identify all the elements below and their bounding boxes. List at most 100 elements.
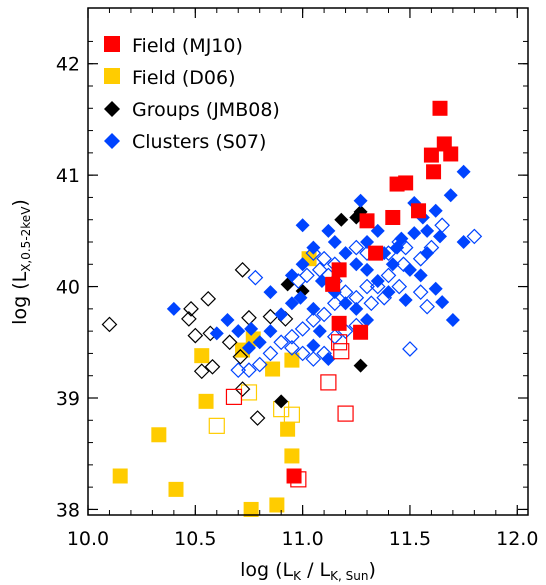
point-clusters-s07-filled [456,235,471,249]
point-clusters-s07-open [294,345,311,362]
point-clusters-s07-filled [402,262,417,277]
point-clusters-s07-open [284,328,300,345]
point-clusters-s07-filled [284,268,299,283]
point-field-d06-open [283,406,301,423]
point-clusters-s07-filled [381,285,396,300]
point-clusters-s07-filled [353,193,368,208]
point-field-mj10-filled [331,262,347,278]
point-clusters-s07-filled [209,326,224,341]
point-clusters-s07-filled [306,338,321,353]
point-clusters-s07-filled [360,262,375,277]
x-axis-title-mid: / L [301,559,330,581]
point-field-mj10-open [225,388,243,405]
legend-label-field-mj10: Field (MJ10) [132,35,243,57]
y-tick-label: 38 [56,499,80,521]
point-field-d06-filled [168,481,184,497]
point-clusters-s07-filled [428,203,443,218]
point-clusters-s07-filled [295,257,310,272]
point-clusters-s07-filled [390,240,405,255]
point-clusters-s07-filled [420,223,435,238]
point-clusters-s07-filled [370,274,385,288]
point-groups-jmb08-open [262,308,279,325]
point-clusters-s07-filled [443,188,458,203]
point-clusters-s07-filled [241,340,256,355]
point-clusters-s07-filled [338,246,353,261]
point-clusters-s07-open [466,228,483,245]
point-clusters-s07-filled [407,226,422,241]
point-clusters-s07-filled [433,229,447,244]
point-clusters-s07-open [326,295,343,312]
point-clusters-s07-open [380,267,397,284]
point-clusters-s07-open [316,250,332,267]
point-field-d06-filled [194,348,210,364]
legend-label-field-d06: Field (D06) [132,67,236,89]
point-clusters-s07-open [247,269,264,286]
point-field-mj10-open [331,334,348,351]
point-clusters-s07-filled [338,296,353,311]
point-clusters-s07-open [419,298,435,315]
legend-label-clusters-s07: Clusters (S07) [132,131,266,153]
x-tick-label: 11.5 [389,528,431,550]
point-field-mj10-filled [432,100,448,116]
point-groups-jmb08-open [183,301,199,317]
legend-marker-field-mj10 [104,36,120,52]
y-tick-label: 39 [56,388,80,410]
point-field-mj10-filled [325,276,341,292]
point-field-d06-filled [243,501,259,517]
point-clusters-s07-open [434,217,450,234]
point-field-d06-open [208,417,225,434]
point-field-mj10-open [333,343,350,360]
point-clusters-s07-filled [263,285,278,300]
x-tick-label: 11.0 [281,528,323,550]
point-clusters-s07-filled [349,257,364,272]
point-field-mj10-filled [368,245,384,261]
point-field-mj10-filled [331,315,347,331]
legend-entry-field-d06: Field (D06) [104,67,236,89]
point-clusters-s07-open [251,356,268,373]
x-axis-title-main: log (L [240,559,293,581]
point-groups-jmb08-filled [353,358,368,373]
point-field-d06-filled [198,393,214,409]
point-clusters-s07-open [395,256,412,273]
axis-ticks: 10.0 10.5 11.0 11.5 12.0 38 39 40 41 42 [56,8,538,550]
point-clusters-s07-open [299,267,315,284]
x-tick-label: 12.0 [496,528,538,550]
point-clusters-s07-open [241,362,257,378]
point-clusters-s07-filled [306,240,321,255]
point-field-d06-filled [284,352,300,368]
point-field-mj10-filled [426,164,442,180]
point-groups-jmb08-open [101,316,118,333]
point-clusters-s07-filled [360,313,375,327]
data-points [101,100,483,517]
point-clusters-s07-filled [398,292,413,307]
point-groups-jmb08-open [181,311,197,327]
point-groups-jmb08-filled [334,212,349,227]
point-clusters-s07-filled [349,301,364,316]
x-axis-title-sub2: K, Sun [330,569,368,583]
legend-marker-groups-jmb08 [104,101,120,117]
y-tick-label: 42 [56,54,80,76]
point-field-mj10-filled [353,324,369,340]
point-groups-jmb08-open [187,327,204,344]
point-clusters-s07-filled [360,235,375,249]
legend-marker-clusters-s07 [104,133,120,149]
point-clusters-s07-open [294,321,311,337]
legend: Field (MJ10) Field (D06) Groups (JMB08) … [104,35,280,153]
y-axis-title: log (LX,0.5-2keV) [9,199,33,325]
point-field-mj10-filled [359,213,375,229]
point-clusters-s07-filled [413,268,428,283]
y-tick-label: 40 [56,277,80,299]
point-clusters-s07-open [305,245,322,261]
point-clusters-s07-filled [445,313,460,327]
point-clusters-s07-filled [312,324,327,339]
point-groups-jmb08-open [204,358,221,375]
point-field-mj10-filled [286,468,302,484]
point-groups-jmb08-open [241,309,257,326]
point-groups-jmb08-open [234,262,251,278]
point-clusters-s07-filled [284,296,299,311]
y-axis-title-end: ) [9,199,31,206]
x-axis-title-sub1: K [293,569,302,583]
point-clusters-s07-open [359,278,375,295]
x-tick-label: 10.5 [174,528,216,550]
point-clusters-s07-filled [321,223,336,238]
